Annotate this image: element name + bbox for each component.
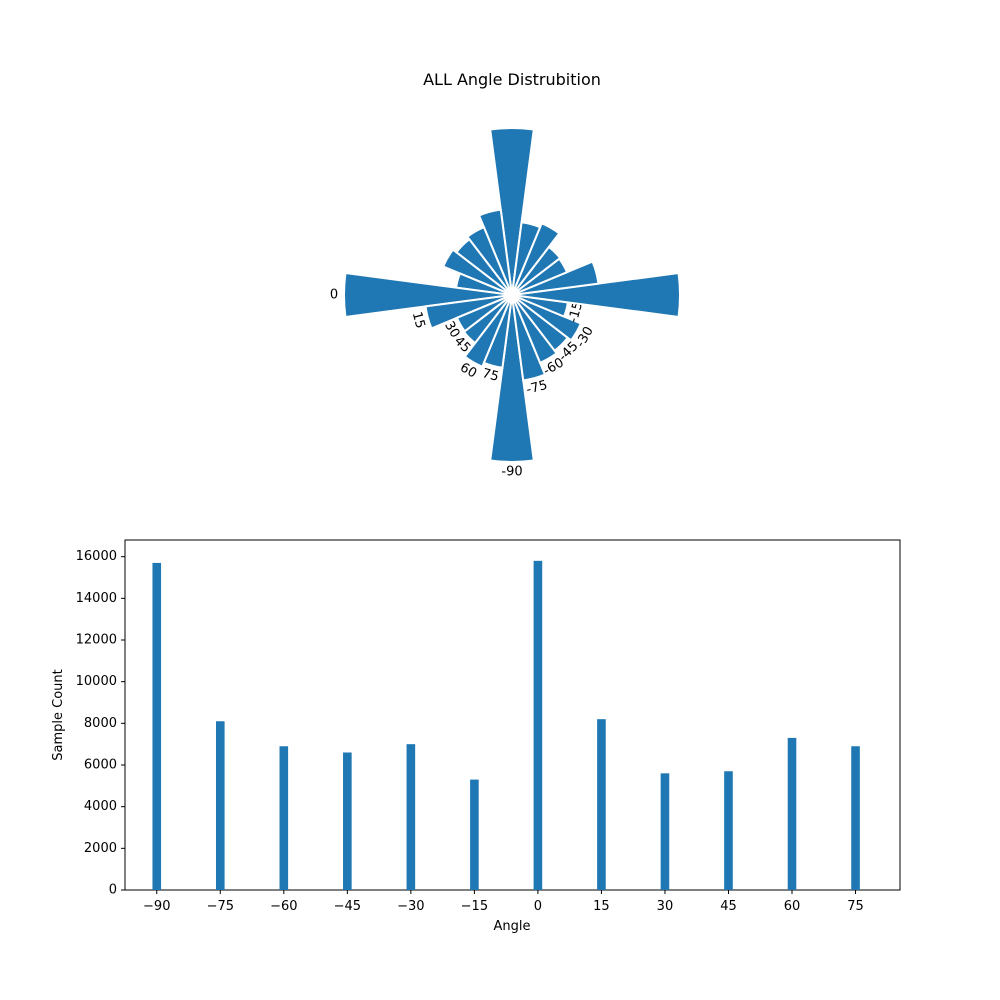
- y-tick-label: 6000: [84, 758, 117, 773]
- x-tick-label: −90: [143, 899, 170, 914]
- bar: [533, 560, 543, 890]
- x-tick-label: −15: [461, 899, 488, 914]
- bar: [851, 746, 860, 890]
- polar-wedge: [463, 294, 513, 369]
- bar: [470, 779, 479, 890]
- polar-wedge: [511, 221, 542, 296]
- polar-wedge: [511, 221, 561, 296]
- x-tick-label: 0: [534, 899, 542, 914]
- y-tick-label: 8000: [84, 716, 117, 731]
- x-tick-label: 30: [657, 899, 674, 914]
- polar-angle-label: -75: [525, 378, 549, 398]
- x-tick-label: 75: [847, 899, 864, 914]
- polar-wedge: [511, 294, 559, 365]
- bar: [597, 719, 606, 890]
- polar-wedge: [511, 271, 681, 319]
- polar-wedge: [465, 225, 513, 296]
- y-tick-label: 2000: [84, 841, 117, 856]
- polar-wedge: [489, 294, 535, 463]
- bar: [660, 773, 670, 890]
- bar-chart: Angle Sample Count −90 −75 −60 −45 −30 −15 0 15…: [51, 539, 901, 934]
- bar: [215, 721, 225, 890]
- polar-wedge: [489, 127, 535, 296]
- x-tick-label: 15: [593, 899, 610, 914]
- x-tick-label: −30: [397, 899, 424, 914]
- x-axis-label: Angle: [494, 919, 531, 934]
- polar-angle-label: 0: [330, 288, 338, 303]
- x-tick-label: −60: [270, 899, 297, 914]
- y-tick-label: 14000: [76, 591, 117, 606]
- y-tick-label: 16000: [76, 549, 117, 564]
- polar-wedge: [511, 294, 583, 342]
- y-tick-label: 4000: [84, 799, 117, 814]
- axes-frame: [124, 539, 901, 891]
- bar: [406, 744, 416, 890]
- bar: [724, 771, 733, 890]
- polar-angle-label: -90: [501, 464, 522, 479]
- polar-wedge: [343, 271, 513, 319]
- bar: [279, 746, 289, 890]
- x-tick-label: −45: [334, 899, 361, 914]
- y-tick-label: 0: [109, 883, 117, 898]
- polar-angle-label: 15: [409, 310, 428, 330]
- x-tick-label: 45: [720, 899, 737, 914]
- bar: [787, 737, 797, 890]
- polar-angle-label: -15: [566, 300, 586, 324]
- x-tick-label: −75: [207, 899, 234, 914]
- y-tick-label: 12000: [76, 633, 117, 648]
- y-axis-label: Sample Count: [51, 669, 66, 760]
- x-tick-label: 60: [784, 899, 801, 914]
- y-tick-label: 10000: [76, 674, 117, 689]
- polar-angle-label: 75: [480, 366, 500, 385]
- bar: [343, 752, 352, 890]
- bar: [152, 562, 162, 890]
- polar-wedge: [482, 294, 513, 369]
- polar-angle-label: 60: [457, 360, 479, 381]
- polar-wedge: [441, 248, 513, 296]
- chart-title: ALL Angle Distrubition: [423, 70, 601, 89]
- polar-angle-label: 30: [441, 319, 462, 341]
